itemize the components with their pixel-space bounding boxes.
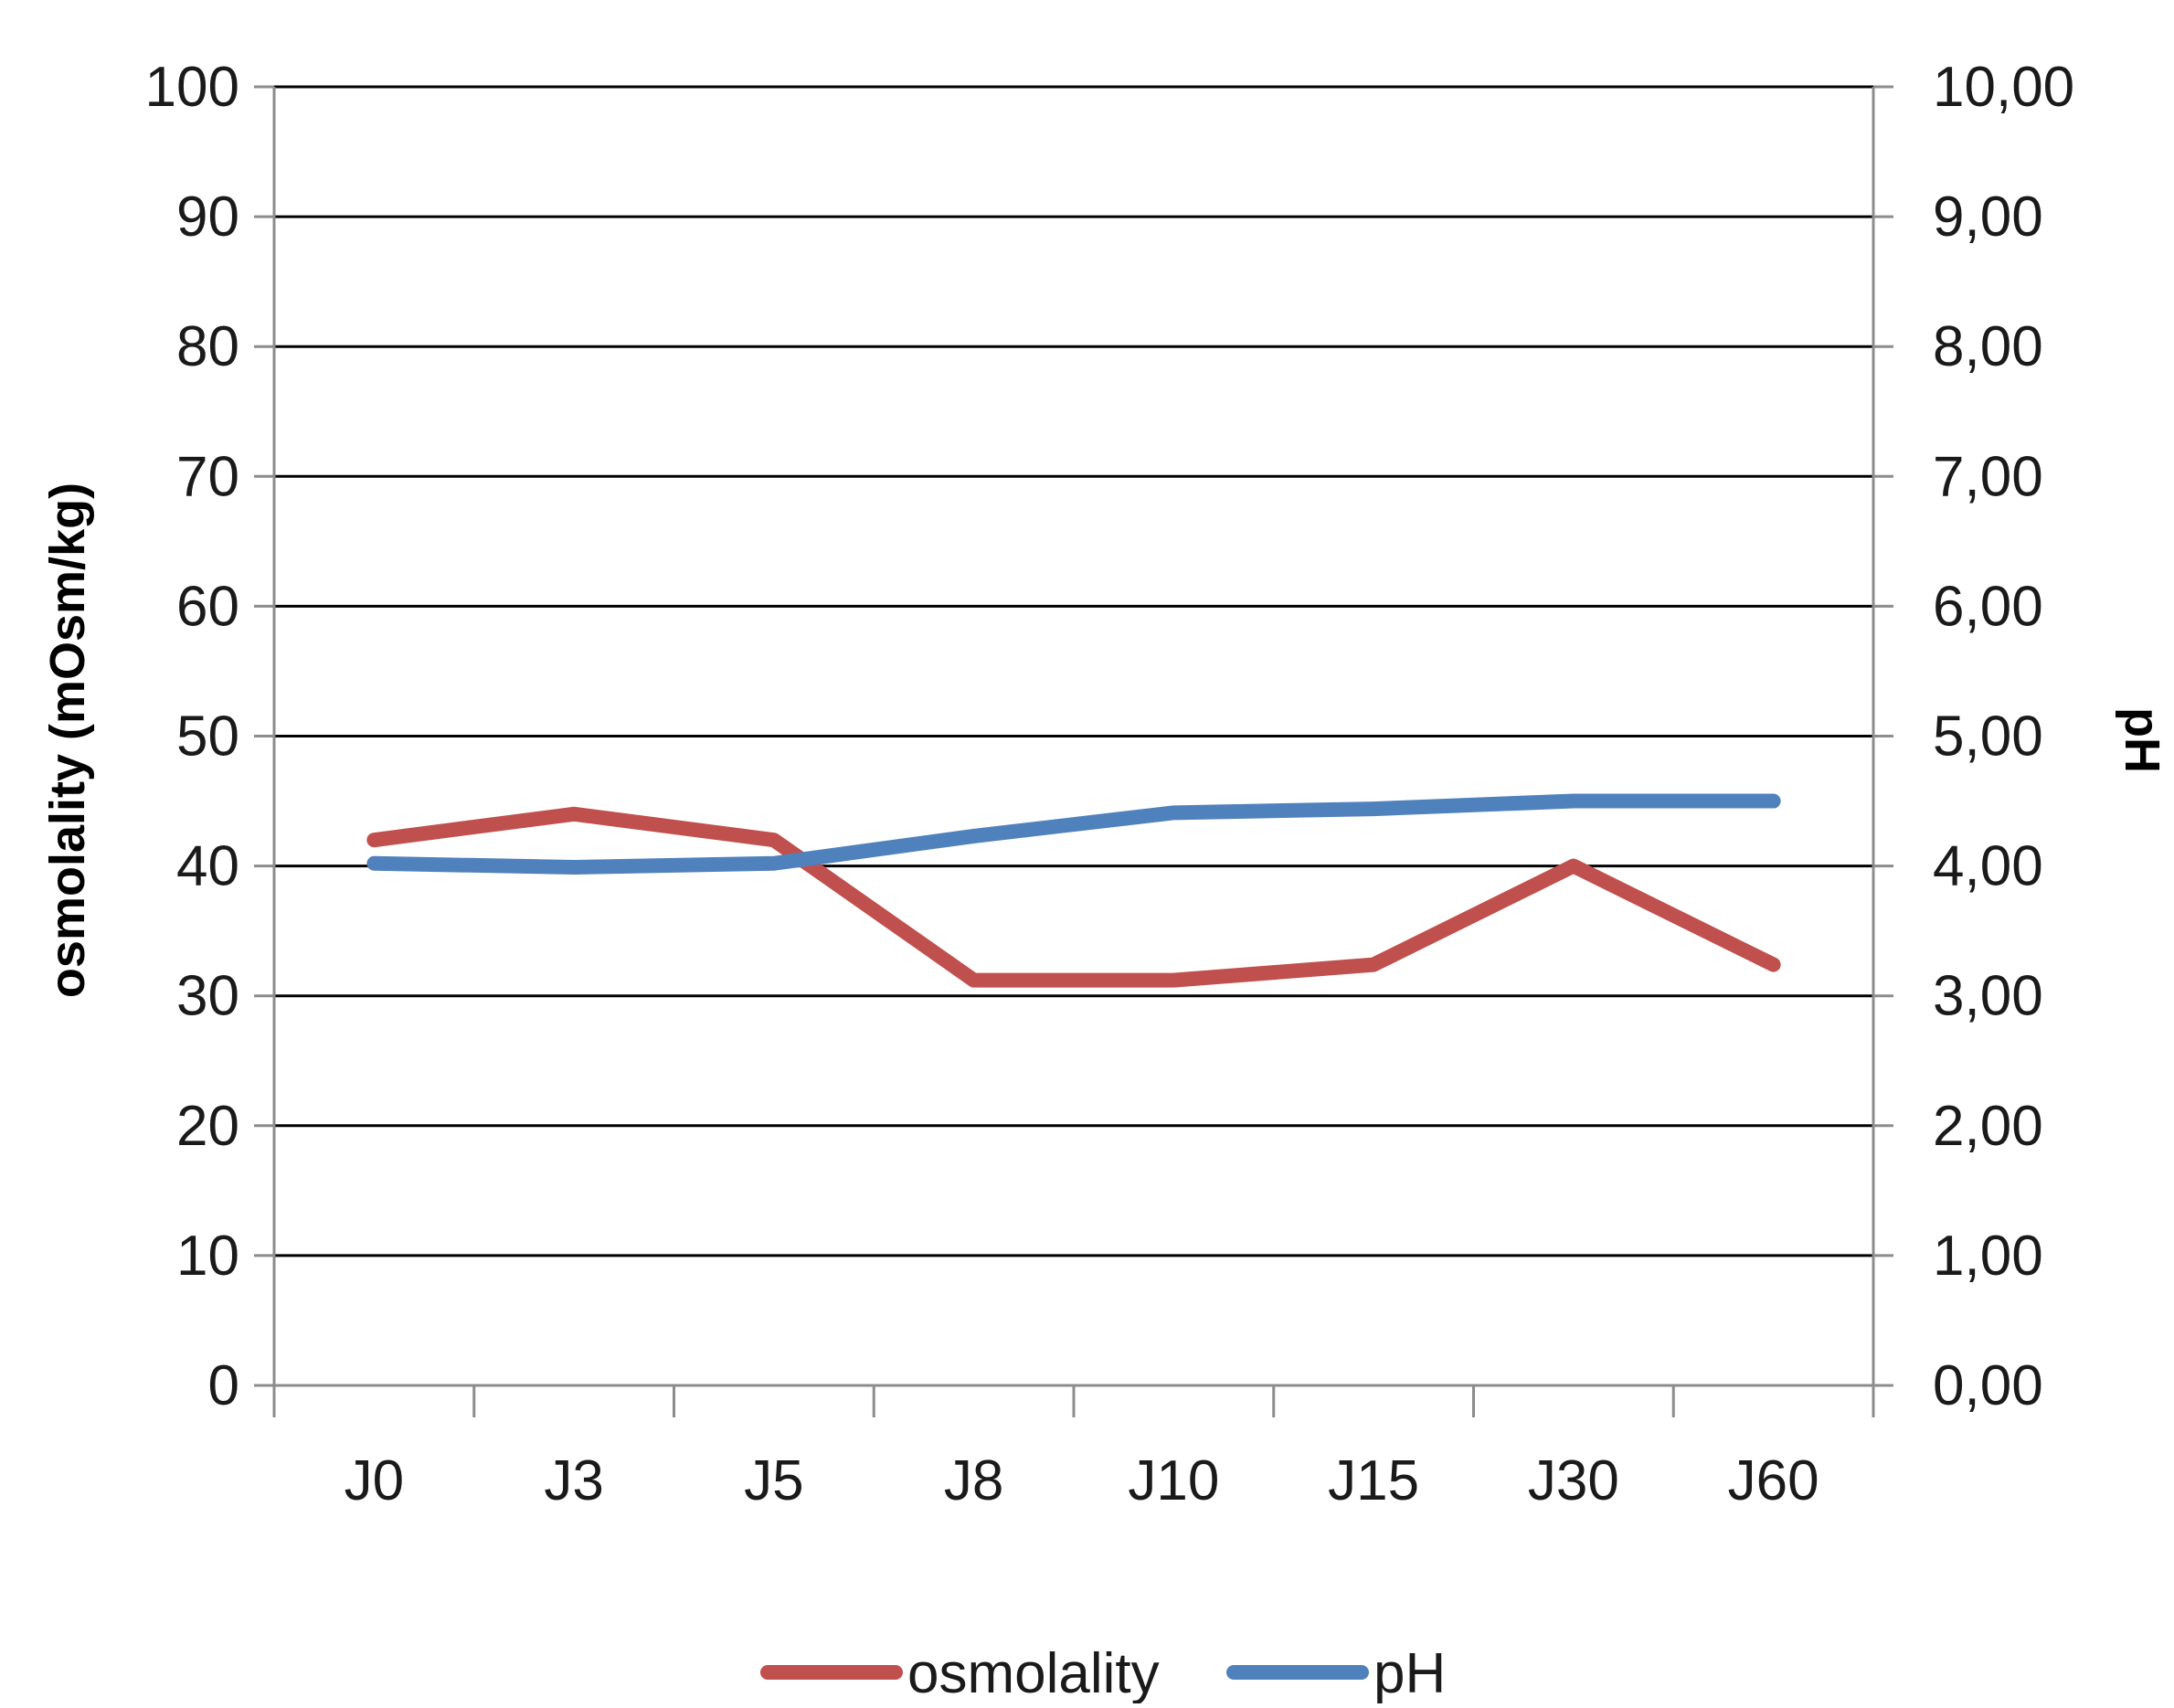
- y-axis-title-left: osmolality (mOsm/kg): [40, 483, 95, 998]
- y-tick-label-left: 80: [176, 315, 239, 378]
- data-point-ph: [1767, 795, 1779, 807]
- y-tick-label-right: 8,00: [1933, 315, 2043, 378]
- data-point-osmolality: [968, 974, 980, 986]
- y-tick-label-left: 10: [176, 1225, 239, 1288]
- x-tick-label: J15: [1328, 1449, 1419, 1512]
- y-tick-label-right: 5,00: [1933, 705, 2043, 769]
- x-tick-label: J8: [944, 1449, 1003, 1512]
- x-tick-label: J10: [1128, 1449, 1219, 1512]
- data-point-ph: [968, 830, 980, 842]
- data-point-ph: [1567, 795, 1579, 807]
- y-tick-label-left: 20: [176, 1095, 239, 1158]
- x-tick-label: J5: [744, 1449, 803, 1512]
- x-tick-label: J0: [345, 1449, 404, 1512]
- y-tick-label-left: 100: [145, 56, 239, 119]
- data-point-osmolality: [568, 808, 580, 820]
- y-tick-label-left: 90: [176, 186, 239, 249]
- axes: [254, 85, 1893, 1417]
- y-tick-label-right: 7,00: [1933, 445, 2043, 508]
- data-point-ph: [1168, 807, 1180, 819]
- data-point-osmolality: [768, 834, 779, 846]
- y-axis-title-right: pH: [2115, 707, 2169, 773]
- data-point-osmolality: [1567, 860, 1579, 872]
- legend: osmolality pH: [760, 1642, 1446, 1705]
- data-point-osmolality: [1368, 959, 1380, 971]
- series-lines: [366, 793, 1781, 988]
- x-tick-label: J3: [544, 1449, 603, 1512]
- y-tick-label-left: 30: [176, 965, 239, 1028]
- y-tick-label-left: 0: [208, 1354, 239, 1417]
- y-tick-label-right: 3,00: [1933, 965, 2043, 1028]
- y-tick-label-right: 2,00: [1933, 1095, 2043, 1158]
- series-line-osmolality: [366, 806, 1781, 988]
- data-point-osmolality: [368, 834, 380, 846]
- data-point-ph: [368, 857, 380, 869]
- y-tick-label-right: 0,00: [1933, 1354, 2043, 1417]
- tick-labels: 0 0,00 10 1,00 20 2,00 30 3,00 40 4,00 50 5,00 60 6,0…: [145, 56, 2075, 1512]
- y-tick-label-left: 50: [176, 705, 239, 769]
- gridlines: [274, 85, 1873, 1257]
- series-line-ph: [366, 793, 1781, 875]
- legend-label: pH: [1373, 1642, 1446, 1703]
- data-point-osmolality: [1767, 959, 1779, 971]
- y-tick-label-left: 60: [176, 575, 239, 638]
- data-point-ph: [568, 862, 580, 874]
- y-tick-label-right: 1,00: [1933, 1225, 2043, 1288]
- x-tick-label: J60: [1728, 1449, 1819, 1512]
- data-point-ph: [768, 857, 779, 869]
- y-tick-label-right: 9,00: [1933, 186, 2043, 249]
- y-tick-label-right: 4,00: [1933, 835, 2043, 898]
- y-tick-label-right: 10,00: [1933, 56, 2074, 119]
- data-point-osmolality: [1168, 974, 1180, 986]
- legend-label: osmolality: [907, 1642, 1160, 1703]
- y-tick-label-left: 40: [176, 835, 239, 898]
- y-tick-label-left: 70: [176, 445, 239, 508]
- data-point-ph: [1368, 803, 1380, 815]
- y-tick-label-right: 6,00: [1933, 575, 2043, 638]
- x-tick-label: J30: [1528, 1449, 1619, 1512]
